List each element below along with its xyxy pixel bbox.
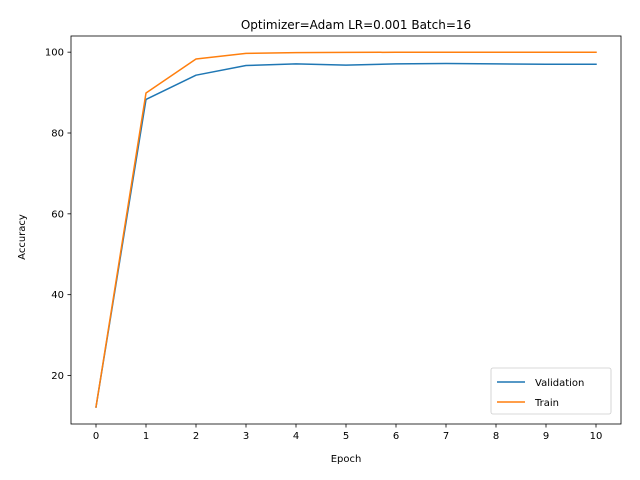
series-line-train [95,51,597,408]
y-tick-label: 100 [45,48,64,59]
x-tick-label: 3 [243,431,249,442]
x-tick-label: 2 [193,431,199,442]
y-tick-label: 60 [51,209,64,220]
chart-title: Optimizer=Adam LR=0.001 Batch=16 [241,18,471,32]
x-tick-label: 10 [590,431,603,442]
plot-area: 0 1 2 3 4 5 6 7 8 9 10 20 40 60 80 100 [45,35,622,442]
x-tick-label: 7 [443,431,449,442]
y-axis-label: Accuracy [17,214,28,260]
legend: Validation Train [490,367,612,415]
x-tick-label: 0 [93,431,99,442]
x-tick-label: 4 [293,431,299,442]
x-tick-label: 5 [343,431,349,442]
x-tick-label: 9 [543,431,549,442]
legend-label-train: Train [534,398,559,409]
x-tick-label: 8 [493,431,499,442]
x-tick-label: 6 [393,431,399,442]
y-tick-label: 80 [51,129,64,140]
x-tick-label: 1 [143,431,149,442]
x-axis-label: Epoch [331,454,362,465]
y-tick-label: 40 [51,290,64,301]
y-tick-label: 20 [51,371,64,382]
legend-label-validation: Validation [535,378,584,389]
series-line-validation [95,62,597,408]
